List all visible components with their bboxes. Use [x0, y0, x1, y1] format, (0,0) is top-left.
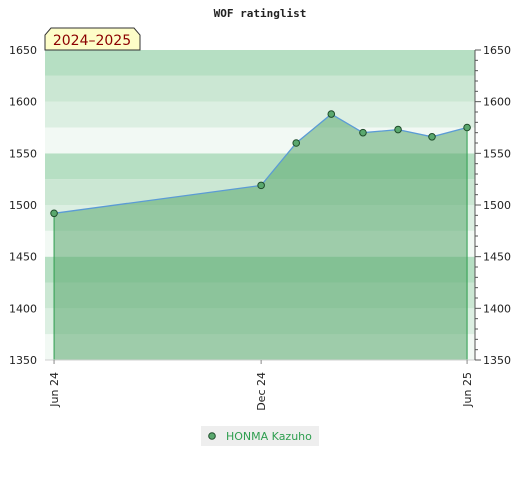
legend-label[interactable]: HONMA Kazuho — [226, 430, 312, 443]
legend-background — [201, 426, 319, 446]
series-points-layer — [50, 110, 471, 218]
season-label: 2024–2025 — [44, 27, 141, 51]
y-tick-label-right: 1400 — [483, 302, 511, 315]
season-label-text: 2024–2025 — [53, 33, 131, 49]
series-area — [54, 114, 468, 360]
y-axis-right: 1350 1400 1450 1500 1550 1600 1650 — [474, 44, 511, 367]
legend[interactable]: HONMA Kazuho — [201, 426, 319, 446]
data-point[interactable] — [394, 125, 402, 134]
y-tick-label-right: 1550 — [483, 147, 511, 160]
y-tick-label-left: 1450 — [9, 251, 37, 264]
y-tick-label-right: 1600 — [483, 96, 511, 109]
y-tick-label-left: 1350 — [9, 354, 37, 367]
x-tick-label: Jun 25 — [461, 372, 474, 408]
y-tick-label-right: 1650 — [483, 44, 511, 57]
data-point[interactable] — [257, 181, 265, 190]
y-tick-label-left: 1500 — [9, 199, 37, 212]
background-band — [45, 50, 475, 76]
x-tick-label: Jun 24 — [48, 372, 61, 408]
x-axis: Jun 24 Dec 24 Jun 25 — [48, 360, 474, 411]
data-point[interactable] — [50, 209, 58, 218]
data-point[interactable] — [463, 123, 471, 132]
season-label-box — [44, 27, 141, 51]
y-axis-left: 1350 1400 1450 1500 1550 1600 1650 — [9, 44, 37, 367]
data-point[interactable] — [359, 128, 367, 137]
chart-title: WOF ratinglist — [214, 7, 307, 20]
x-tick-label: Dec 24 — [255, 372, 268, 411]
y-tick-label-right: 1450 — [483, 251, 511, 264]
y-tick-label-right: 1350 — [483, 354, 511, 367]
series-area-layer — [53, 113, 468, 360]
y-tick-label-left: 1550 — [9, 147, 37, 160]
y-tick-label-left: 1400 — [9, 302, 37, 315]
data-point[interactable] — [292, 139, 301, 147]
background-band — [45, 101, 475, 128]
data-point[interactable] — [327, 110, 336, 118]
y-tick-label-right: 1500 — [483, 199, 511, 212]
data-point[interactable] — [428, 133, 436, 141]
series-line — [54, 113, 468, 214]
y-tick-label-left: 1650 — [9, 44, 37, 57]
background-band — [45, 75, 475, 102]
y-tick-label-left: 1600 — [9, 96, 37, 109]
legend-marker — [208, 432, 216, 440]
